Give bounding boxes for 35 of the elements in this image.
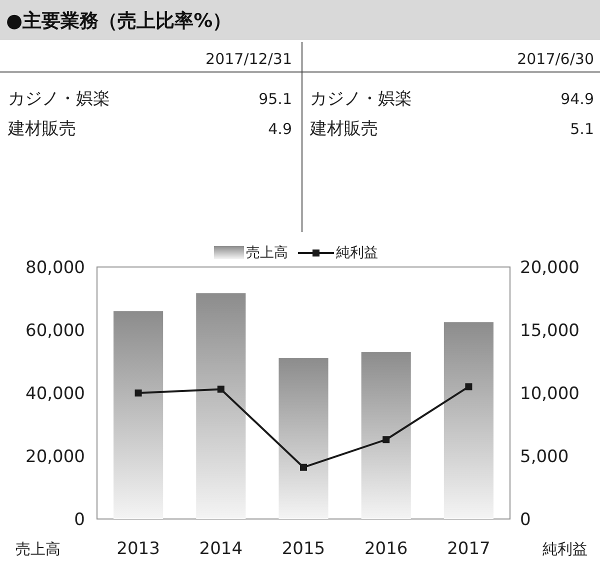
legend-label: 売上高 — [246, 245, 288, 261]
point — [382, 436, 390, 444]
point — [465, 383, 472, 390]
y-tick-label: 0 — [74, 510, 85, 530]
text: ●主要業務（売上比率%） — [6, 10, 232, 32]
y-tick-label: 80,000 — [26, 258, 85, 278]
text: カジノ・娯楽 — [8, 89, 110, 109]
x-tick-label: 2014 — [199, 539, 243, 559]
y-axis-title: 売上高 — [16, 540, 60, 558]
x-tick-label: 2013 — [116, 539, 160, 559]
y2-tick-label: 15,000 — [520, 321, 580, 341]
text: 2017/6/30 — [517, 50, 594, 68]
x-tick-label: 2017 — [447, 539, 490, 559]
text: カジノ・娯楽 — [310, 89, 412, 109]
text: 94.9 — [560, 90, 594, 108]
y2-tick-label: 5,000 — [520, 447, 569, 467]
legend-label: 純利益 — [336, 245, 378, 261]
text: 95.1 — [258, 90, 292, 108]
y-tick-label: 20,000 — [26, 447, 85, 467]
y2-axis-title: 純利益 — [542, 540, 588, 558]
y2-tick-label: 10,000 — [520, 384, 580, 404]
y2-tick-label: 0 — [520, 510, 531, 530]
text: 4.9 — [268, 120, 292, 138]
x-tick-label: 2015 — [282, 539, 326, 559]
y-tick-label: 40,000 — [26, 384, 85, 404]
text: 建材販売 — [7, 119, 76, 139]
point — [134, 390, 142, 396]
text: 5.1 — [570, 120, 594, 138]
text: 2017/12/31 — [206, 50, 292, 68]
point — [217, 386, 224, 393]
x-tick-label: 2016 — [364, 539, 408, 559]
y-tick-label: 60,000 — [26, 321, 85, 341]
point — [300, 464, 307, 471]
text: 建材販売 — [309, 119, 378, 139]
y2-tick-label: 20,000 — [520, 258, 580, 278]
